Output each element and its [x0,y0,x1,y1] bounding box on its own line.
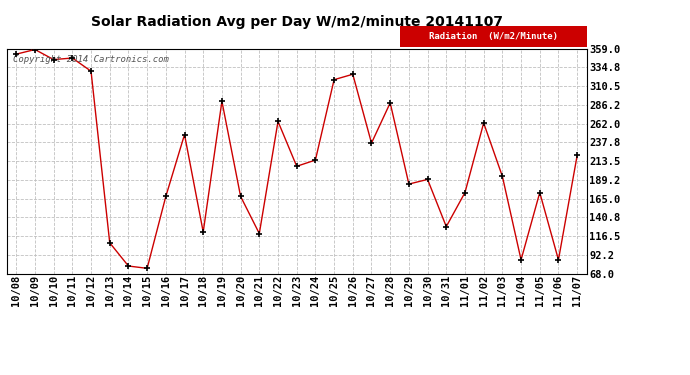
Text: Radiation  (W/m2/Minute): Radiation (W/m2/Minute) [429,32,558,41]
Text: Solar Radiation Avg per Day W/m2/minute 20141107: Solar Radiation Avg per Day W/m2/minute … [90,15,503,29]
Text: Copyright 2014 Cartronics.com: Copyright 2014 Cartronics.com [12,56,168,64]
